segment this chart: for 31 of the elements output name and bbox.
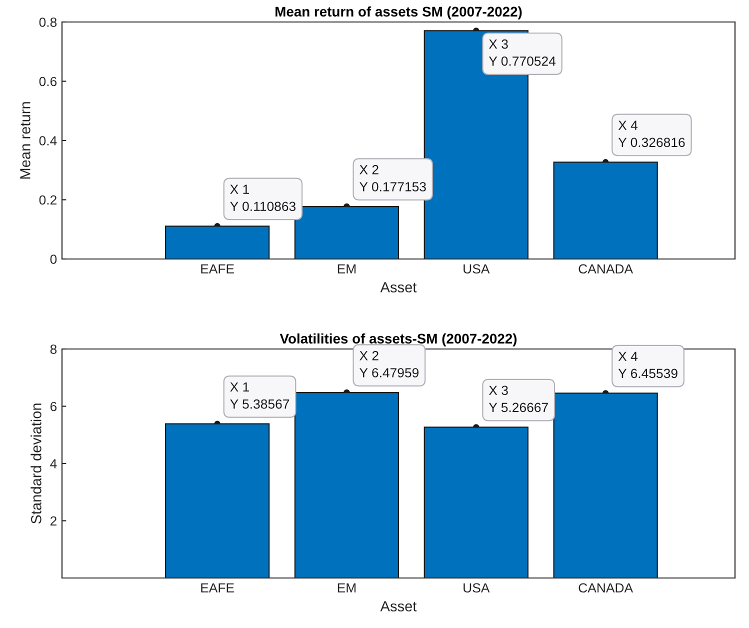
- chart-title: Mean return of assets SM (2007-2022): [276, 6, 522, 20]
- annotation: X 1 Y 0.110863: [230, 184, 296, 212]
- y-tick-label: 0.8: [39, 18, 57, 27]
- annotation: X 2 Y 6.47959: [360, 350, 419, 378]
- y-tick-label: 0: [50, 254, 57, 264]
- x-tick-label: USA: [464, 264, 490, 274]
- x-axis-title: Asset: [380, 282, 417, 292]
- x-tick-label: EAFE: [201, 264, 234, 274]
- annotation: X 3 Y 0.770524: [488, 39, 556, 66]
- x-tick-label: CANADA: [578, 583, 634, 593]
- annotation: X 4 Y 6.45539: [618, 352, 678, 378]
- annotation: X 1 Y 5.38567: [230, 382, 290, 409]
- y-tick-label: 0.6: [39, 76, 57, 86]
- x-axis-title: Asset: [380, 601, 417, 612]
- x-tick-label: USA: [464, 583, 490, 593]
- y-tick-label: 8: [50, 344, 57, 354]
- chart-title: Volatilities of assets-SM (2007-2022): [280, 333, 517, 346]
- x-tick-label: CANADA: [578, 264, 634, 274]
- y-tick-label: 0.4: [39, 136, 57, 146]
- x-tick-label: EM: [338, 264, 356, 274]
- x-tick-label: EAFE: [201, 583, 234, 592]
- annotation: X 4 Y 0.326816: [618, 120, 685, 148]
- y-tick-label: 4: [50, 459, 57, 468]
- y-axis-title: Mean return: [20, 102, 30, 179]
- y-axis-title: Standard deviation: [30, 404, 42, 524]
- x-tick-label: EM: [338, 583, 356, 592]
- y-tick-label: 0.2: [39, 195, 56, 205]
- y-tick-label: 6: [50, 402, 57, 412]
- y-tick-label: 2: [50, 516, 56, 526]
- annotation: X 3 Y 5.26667: [488, 386, 548, 412]
- annotation: X 2 Y 0.177153: [360, 164, 426, 192]
